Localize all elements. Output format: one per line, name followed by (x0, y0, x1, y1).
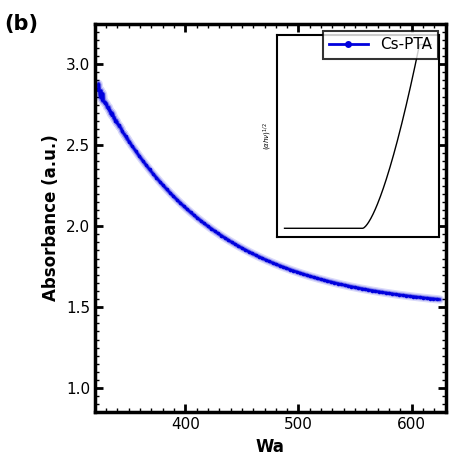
Y-axis label: Absorbance (a.u.): Absorbance (a.u.) (42, 135, 60, 301)
X-axis label: Wa: Wa (256, 438, 284, 456)
Text: (b): (b) (5, 14, 39, 34)
Legend: Cs-PTA: Cs-PTA (323, 31, 438, 59)
